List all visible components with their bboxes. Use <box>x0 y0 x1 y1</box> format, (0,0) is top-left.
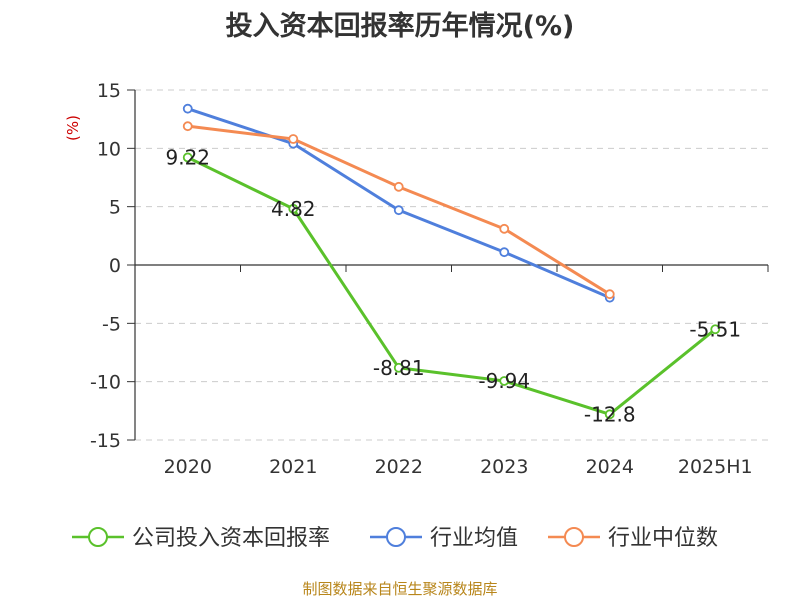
data-point <box>604 289 615 300</box>
data-label: -5.51 <box>689 317 741 341</box>
axes: 15 10 5 0 -5 -10 -15 2020 2021 2022 2023 2024 2025H1… <box>64 80 769 478</box>
data-label: -9.94 <box>478 369 530 393</box>
data-label: 9.22 <box>165 145 210 169</box>
data-point <box>499 223 510 234</box>
source-note: 制图数据来自恒生聚源数据库 <box>302 580 498 598</box>
legend-label: 公司投入资本回报率 <box>132 526 330 551</box>
x-tick-label: 2024 <box>586 456 634 478</box>
series-line <box>187 107 611 300</box>
y-tick-label: -5 <box>102 313 121 335</box>
legend-marker <box>88 527 108 547</box>
data-labels: 9.22 4.82 -8.81 -9.94 -12.8 -5.51 <box>165 145 741 426</box>
legend: 公司投入资本回报率 行业均值 行业中位数 <box>72 526 718 551</box>
x-tick-label: 2021 <box>269 456 317 478</box>
data-point <box>288 203 299 214</box>
legend-label: 行业均值 <box>430 526 518 551</box>
legend-marker <box>386 527 406 547</box>
data-point <box>393 362 404 373</box>
y-tick-label: 10 <box>97 138 121 160</box>
legend-label: 行业中位数 <box>608 526 718 551</box>
x-tick-label: 2022 <box>375 456 423 478</box>
data-point <box>499 376 510 386</box>
series-lines <box>182 103 721 420</box>
y-tick-label: 15 <box>97 80 121 102</box>
y-tick-label: 5 <box>109 197 121 219</box>
data-point <box>288 134 299 144</box>
x-tick-label: 2025H1 <box>678 456 753 478</box>
y-tick-label: -15 <box>90 430 121 452</box>
y-axis-label: (%) <box>64 115 82 141</box>
data-point <box>393 205 404 216</box>
data-point <box>182 103 193 114</box>
data-point <box>499 247 510 258</box>
x-tick-label: 2020 <box>164 456 212 478</box>
legend-marker <box>564 527 584 547</box>
y-tick-label: 0 <box>109 255 121 277</box>
data-point <box>182 121 193 132</box>
data-point <box>182 152 193 163</box>
data-label: -8.81 <box>373 356 425 380</box>
data-point <box>393 181 404 192</box>
data-point <box>604 409 615 420</box>
data-label: 4.82 <box>271 197 316 221</box>
chart-title: 投入资本回报率历年情况(%) <box>225 11 575 42</box>
data-point <box>710 324 721 335</box>
series-line <box>187 156 717 416</box>
x-tick-label: 2023 <box>480 456 528 478</box>
data-label: -12.8 <box>584 402 636 426</box>
y-tick-label: -10 <box>90 372 121 394</box>
